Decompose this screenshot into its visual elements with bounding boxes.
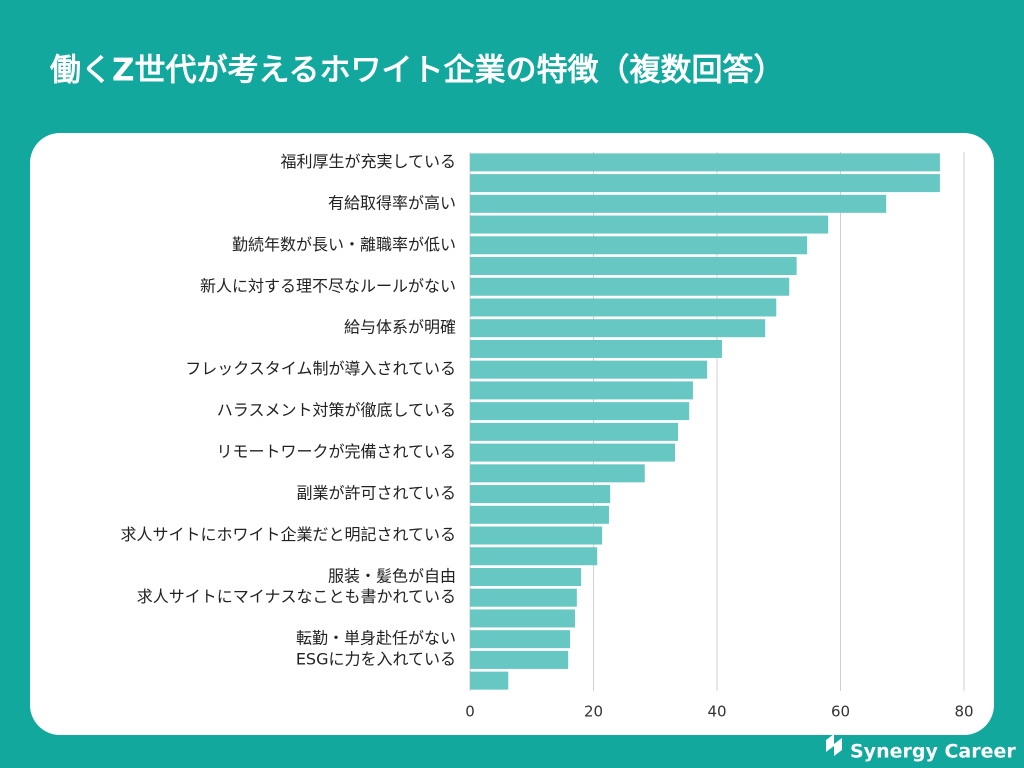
bar <box>470 277 790 296</box>
y-tick-label: 有給取得率が高い <box>328 193 456 212</box>
y-tick-label: ESGに力を入れている <box>296 649 456 668</box>
y-tick-label: 服装・髪色が自由 <box>328 566 456 585</box>
bar <box>470 547 598 566</box>
bar <box>470 505 609 524</box>
y-tick-label: 転勤・単身赴任がない <box>296 629 456 648</box>
y-tick-label: 給与体系が明確 <box>344 318 456 337</box>
y-tick-label: 副業が許可されている <box>296 484 456 503</box>
chart-title: 働くZ世代が考えるホワイト企業の特徴（複数回答） <box>50 53 785 89</box>
bar <box>470 630 571 649</box>
bar <box>470 567 582 586</box>
bar <box>470 339 722 358</box>
y-tick-label: 福利厚生が充実している <box>280 152 456 171</box>
bar <box>470 194 887 213</box>
bar <box>470 319 766 338</box>
bar <box>470 422 679 441</box>
y-tick-label: 求人サイトにホワイト企業だと明記されている <box>120 525 456 544</box>
y-tick-label: 勤続年数が長い・離職率が低い <box>232 235 456 254</box>
bar <box>470 236 808 255</box>
bar <box>470 381 693 400</box>
x-tick-label: 60 <box>831 703 850 721</box>
bar <box>470 174 940 193</box>
bar <box>470 485 611 504</box>
x-tick-label: 80 <box>954 703 973 721</box>
y-tick-label: フレックスタイム制が導入されている <box>185 359 456 378</box>
bar <box>470 215 829 234</box>
y-tick-label: 求人サイトにマイナスなことも書かれている <box>137 587 456 606</box>
brand: Synergy Career <box>850 741 1016 763</box>
y-tick-label: ハラスメント対策が徹底している <box>217 401 456 420</box>
y-tick-label: 新人に対する理不尽なルールがない <box>200 276 456 295</box>
y-tick-label: リモートワークが完備されている <box>216 442 456 461</box>
bar <box>470 402 690 421</box>
bar <box>470 671 509 690</box>
bar <box>470 526 603 545</box>
bar <box>470 443 676 462</box>
bar <box>470 609 575 628</box>
bar <box>470 257 797 276</box>
bar <box>470 153 940 172</box>
x-tick-label: 0 <box>465 703 475 721</box>
bar <box>470 650 569 669</box>
brand-logo <box>826 734 842 756</box>
bar <box>470 360 708 379</box>
x-tick-label: 20 <box>584 703 603 721</box>
x-tick-label: 40 <box>707 703 726 721</box>
bar <box>470 298 777 317</box>
bar <box>470 588 577 607</box>
bar <box>470 464 645 483</box>
